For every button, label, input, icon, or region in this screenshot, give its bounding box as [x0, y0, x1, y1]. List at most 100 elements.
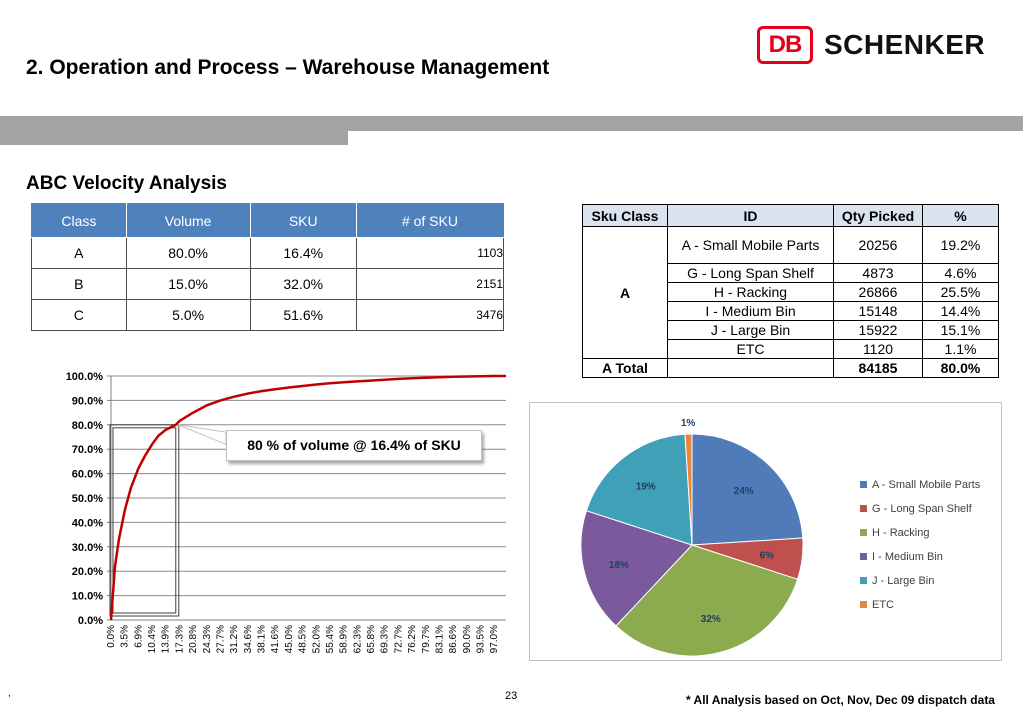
- pie-slice: [684, 433, 693, 546]
- legend-label: G - Long Span Shelf: [872, 503, 973, 515]
- db-logo-mark: DB: [757, 26, 813, 64]
- abc-summary-table: Class Volume SKU # of SKU A 80.0% 16.4% …: [31, 203, 505, 331]
- x-tick-label: 62.3%: [352, 625, 363, 653]
- x-tick-label: 31.2%: [229, 625, 240, 653]
- pie-slice: [691, 433, 804, 546]
- x-tick-label: 72.7%: [393, 625, 404, 653]
- table-cell: B: [31, 268, 127, 300]
- x-tick-label: 55.4%: [325, 625, 336, 653]
- pie-data-label: 1%: [681, 418, 696, 429]
- legend-label: A - Small Mobile Parts: [872, 479, 981, 491]
- pie-data-label: 18%: [609, 560, 629, 571]
- header-band-tab: [0, 131, 348, 145]
- table-cell: 19.2%: [922, 226, 999, 264]
- column-header: Class: [31, 203, 127, 238]
- legend-swatch: [860, 529, 867, 536]
- table-cell: A - Small Mobile Parts: [667, 226, 834, 264]
- table-cell: 14.4%: [922, 301, 999, 321]
- x-tick-label: 34.6%: [243, 625, 254, 653]
- pie-slice: [615, 544, 799, 657]
- table-cell: 80.0%: [922, 358, 999, 378]
- x-tick-label: 17.3%: [174, 625, 185, 653]
- schenker-wordmark: SCHENKER: [824, 29, 986, 60]
- x-tick-label: 52.0%: [311, 625, 322, 653]
- cumulative-volume-line: [109, 374, 506, 621]
- table-cell: 15.1%: [922, 320, 999, 340]
- y-tick-label: 100.0%: [66, 371, 104, 383]
- x-tick-label: 76.2%: [407, 625, 418, 653]
- table-cell: 3476: [355, 299, 505, 331]
- x-tick-label: 10.4%: [147, 625, 158, 653]
- x-tick-label: 0.0%: [106, 625, 117, 648]
- table-row: C 5.0% 51.6% 3476: [31, 299, 505, 331]
- table-cell: A Total: [582, 358, 668, 378]
- table-cell: 16.4%: [249, 237, 357, 269]
- table-header-row: Sku Class ID Qty Picked %: [582, 204, 999, 227]
- column-header: SKU: [249, 203, 357, 238]
- table-cell: 5.0%: [125, 299, 251, 331]
- y-tick-label: 30.0%: [72, 542, 103, 554]
- table-row: ETC 1120 1.1%: [583, 339, 999, 359]
- chart-callout: 80 % of volume @ 16.4% of SKU: [226, 430, 482, 461]
- column-header: Qty Picked: [833, 204, 923, 227]
- x-tick-label: 13.9%: [161, 625, 172, 653]
- x-tick-label: 93.5%: [476, 625, 487, 653]
- x-tick-label: 86.6%: [448, 625, 459, 653]
- table-cell: 51.6%: [249, 299, 357, 331]
- table-header-row: Class Volume SKU # of SKU: [31, 203, 505, 238]
- footer-mark: ,: [8, 688, 11, 699]
- x-tick-label: 45.0%: [284, 625, 295, 653]
- table-row: A 80.0% 16.4% 1103: [31, 237, 505, 269]
- legend-label: I - Medium Bin: [872, 551, 943, 563]
- table-cell: 4.6%: [922, 263, 999, 283]
- table-cell: 4873: [833, 263, 923, 283]
- column-header: %: [922, 204, 999, 227]
- highlight-box-inner: [112, 427, 177, 614]
- legend-swatch: [860, 577, 867, 584]
- table-row: H - Racking 26866 25.5%: [583, 282, 999, 302]
- y-tick-label: 10.0%: [72, 591, 103, 603]
- y-tick-label: 50.0%: [72, 493, 103, 505]
- legend-swatch: [860, 481, 867, 488]
- table-cell: 1120: [833, 339, 923, 359]
- table-row: B 15.0% 32.0% 2151: [31, 268, 505, 300]
- section-subtitle: ABC Velocity Analysis: [26, 173, 227, 194]
- column-header: ID: [667, 204, 834, 227]
- legend-label: H - Racking: [872, 527, 929, 539]
- x-tick-label: 24.3%: [202, 625, 213, 653]
- column-header: # of SKU: [355, 203, 505, 238]
- x-tick-label: 83.1%: [434, 625, 445, 653]
- column-header: Sku Class: [582, 204, 668, 227]
- total-row: A Total 84185 80.0%: [582, 358, 999, 378]
- x-tick-label: 97.0%: [489, 625, 500, 653]
- x-tick-label: 27.7%: [215, 625, 226, 653]
- sku-class-cell: A: [582, 226, 668, 359]
- x-tick-label: 41.6%: [270, 625, 281, 653]
- pie-chart-frame: 24% 6% 32% 18% 19% 1% A - Small Mobile Parts G …: [529, 402, 1002, 661]
- pareto-curve-chart: 0.0% 10.0% 20.0% 30.0% 40.0% 50.0% 60.0% 70.0% 8…: [66, 371, 506, 653]
- x-tick-label: 69.3%: [380, 625, 391, 653]
- pie-slice: [580, 510, 693, 627]
- x-tick-label: 38.1%: [257, 625, 268, 653]
- legend-swatch: [860, 505, 867, 512]
- table-cell: 15.0%: [125, 268, 251, 300]
- table-cell: 1103: [355, 237, 505, 269]
- page-title: 2. Operation and Process – Warehouse Man…: [26, 56, 550, 79]
- footnote: * All Analysis based on Oct, Nov, Dec 09…: [686, 693, 995, 707]
- x-tick-label: 6.9%: [133, 625, 144, 648]
- y-tick-label: 20.0%: [72, 566, 103, 578]
- table-cell: 15922: [833, 320, 923, 340]
- pie-data-label: 24%: [734, 486, 754, 497]
- x-tick-label: 58.9%: [339, 625, 350, 653]
- x-tick-label: 3.5%: [120, 625, 131, 648]
- table-cell: 84185: [833, 358, 923, 378]
- y-tick-label: 60.0%: [72, 469, 103, 481]
- legend-swatch: [860, 553, 867, 560]
- table-cell: 20256: [833, 226, 923, 264]
- y-tick-label: 40.0%: [72, 517, 103, 529]
- pie-data-label: 6%: [760, 551, 775, 562]
- table-cell: A: [31, 237, 127, 269]
- y-tick-label: 80.0%: [72, 420, 103, 432]
- legend-label: ETC: [872, 599, 894, 611]
- y-tick-label: 70.0%: [72, 444, 103, 456]
